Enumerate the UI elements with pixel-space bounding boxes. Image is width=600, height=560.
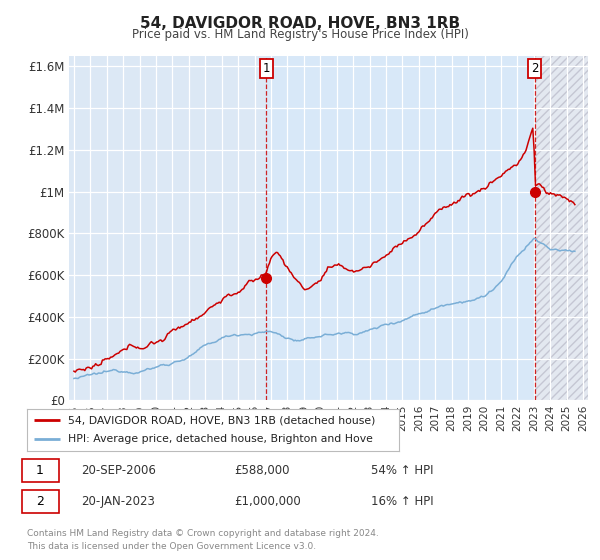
Text: 54, DAVIGDOR ROAD, HOVE, BN3 1RB: 54, DAVIGDOR ROAD, HOVE, BN3 1RB: [140, 16, 460, 31]
Text: This data is licensed under the Open Government Licence v3.0.: This data is licensed under the Open Gov…: [27, 542, 316, 551]
Text: 2: 2: [36, 495, 44, 508]
Text: 1: 1: [263, 62, 270, 74]
Text: Price paid vs. HM Land Registry's House Price Index (HPI): Price paid vs. HM Land Registry's House …: [131, 28, 469, 41]
Text: £1,000,000: £1,000,000: [235, 495, 301, 508]
Text: Contains HM Land Registry data © Crown copyright and database right 2024.: Contains HM Land Registry data © Crown c…: [27, 530, 379, 539]
Text: 54% ↑ HPI: 54% ↑ HPI: [371, 464, 433, 477]
FancyBboxPatch shape: [22, 490, 59, 514]
Text: 54, DAVIGDOR ROAD, HOVE, BN3 1RB (detached house): 54, DAVIGDOR ROAD, HOVE, BN3 1RB (detach…: [68, 415, 375, 425]
Text: 2: 2: [531, 62, 538, 74]
FancyBboxPatch shape: [22, 459, 59, 482]
Text: 20-SEP-2006: 20-SEP-2006: [82, 464, 157, 477]
Bar: [266, 56, 535, 400]
Text: 1: 1: [36, 464, 44, 477]
Text: 20-JAN-2023: 20-JAN-2023: [82, 495, 155, 508]
Text: HPI: Average price, detached house, Brighton and Hove: HPI: Average price, detached house, Brig…: [68, 435, 373, 445]
Text: £588,000: £588,000: [235, 464, 290, 477]
Text: 16% ↑ HPI: 16% ↑ HPI: [371, 495, 434, 508]
Bar: [535, 56, 588, 400]
